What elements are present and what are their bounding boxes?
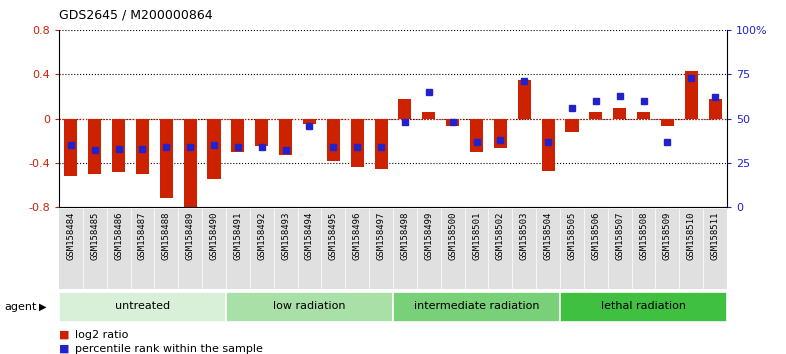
Bar	[494, 119, 507, 148]
Text: GSM158485: GSM158485	[90, 211, 99, 259]
Text: untreated: untreated	[115, 301, 170, 312]
Text: GSM158491: GSM158491	[233, 211, 242, 259]
Bar	[88, 119, 101, 174]
Text: ■: ■	[59, 330, 69, 339]
Text: log2 ratio: log2 ratio	[75, 330, 128, 339]
Text: GSM158507: GSM158507	[615, 211, 624, 259]
Text: GSM158505: GSM158505	[567, 211, 576, 259]
Bar	[399, 99, 412, 119]
Text: GSM158487: GSM158487	[138, 211, 147, 259]
Text: GSM158490: GSM158490	[210, 211, 219, 259]
Text: low radiation: low radiation	[274, 301, 346, 312]
Bar	[542, 119, 555, 171]
Text: GDS2645 / M200000864: GDS2645 / M200000864	[59, 8, 212, 21]
Text: GSM158500: GSM158500	[448, 211, 457, 259]
Bar	[112, 119, 125, 172]
Bar	[160, 119, 173, 198]
Bar	[685, 71, 698, 119]
Text: GSM158501: GSM158501	[472, 211, 481, 259]
Bar	[208, 119, 221, 179]
Bar	[184, 119, 196, 209]
Text: GSM158502: GSM158502	[496, 211, 505, 259]
Text: GSM158486: GSM158486	[114, 211, 123, 259]
Text: GSM158492: GSM158492	[257, 211, 266, 259]
Bar	[279, 119, 292, 155]
Text: GSM158510: GSM158510	[687, 211, 696, 259]
Bar	[303, 119, 316, 124]
Bar	[637, 112, 650, 119]
Bar	[327, 119, 340, 161]
Text: GSM158498: GSM158498	[400, 211, 410, 259]
Text: GSM158504: GSM158504	[544, 211, 553, 259]
Text: ■: ■	[59, 344, 69, 354]
Text: GSM158489: GSM158489	[185, 211, 195, 259]
Bar	[708, 99, 722, 119]
Text: GSM158488: GSM158488	[162, 211, 171, 259]
Bar	[470, 119, 483, 152]
Bar	[590, 112, 602, 119]
Text: percentile rank within the sample: percentile rank within the sample	[75, 344, 263, 354]
FancyBboxPatch shape	[393, 292, 560, 322]
Text: GSM158494: GSM158494	[305, 211, 314, 259]
Bar	[446, 119, 459, 126]
Text: GSM158503: GSM158503	[520, 211, 529, 259]
Bar	[136, 119, 149, 174]
Text: GSM158511: GSM158511	[711, 211, 720, 259]
Text: GSM158509: GSM158509	[663, 211, 672, 259]
Bar	[565, 119, 578, 132]
Bar	[351, 119, 364, 167]
Bar	[231, 119, 244, 152]
Bar	[518, 80, 531, 119]
Text: intermediate radiation: intermediate radiation	[413, 301, 539, 312]
Bar	[64, 119, 78, 176]
Text: GSM158506: GSM158506	[591, 211, 601, 259]
Text: GSM158499: GSM158499	[424, 211, 433, 259]
FancyBboxPatch shape	[560, 292, 727, 322]
Bar	[255, 119, 268, 146]
Text: lethal radiation: lethal radiation	[601, 301, 686, 312]
Bar	[613, 108, 626, 119]
Text: GSM158497: GSM158497	[376, 211, 386, 259]
Text: GSM158508: GSM158508	[639, 211, 648, 259]
Text: ▶: ▶	[39, 302, 47, 312]
Text: GSM158495: GSM158495	[329, 211, 338, 259]
FancyBboxPatch shape	[59, 292, 226, 322]
Text: GSM158493: GSM158493	[281, 211, 290, 259]
Bar	[661, 119, 674, 126]
Bar	[422, 112, 435, 119]
Text: GSM158484: GSM158484	[66, 211, 75, 259]
Bar	[374, 119, 387, 170]
FancyBboxPatch shape	[226, 292, 393, 322]
Text: agent: agent	[4, 302, 36, 312]
Text: GSM158496: GSM158496	[353, 211, 362, 259]
